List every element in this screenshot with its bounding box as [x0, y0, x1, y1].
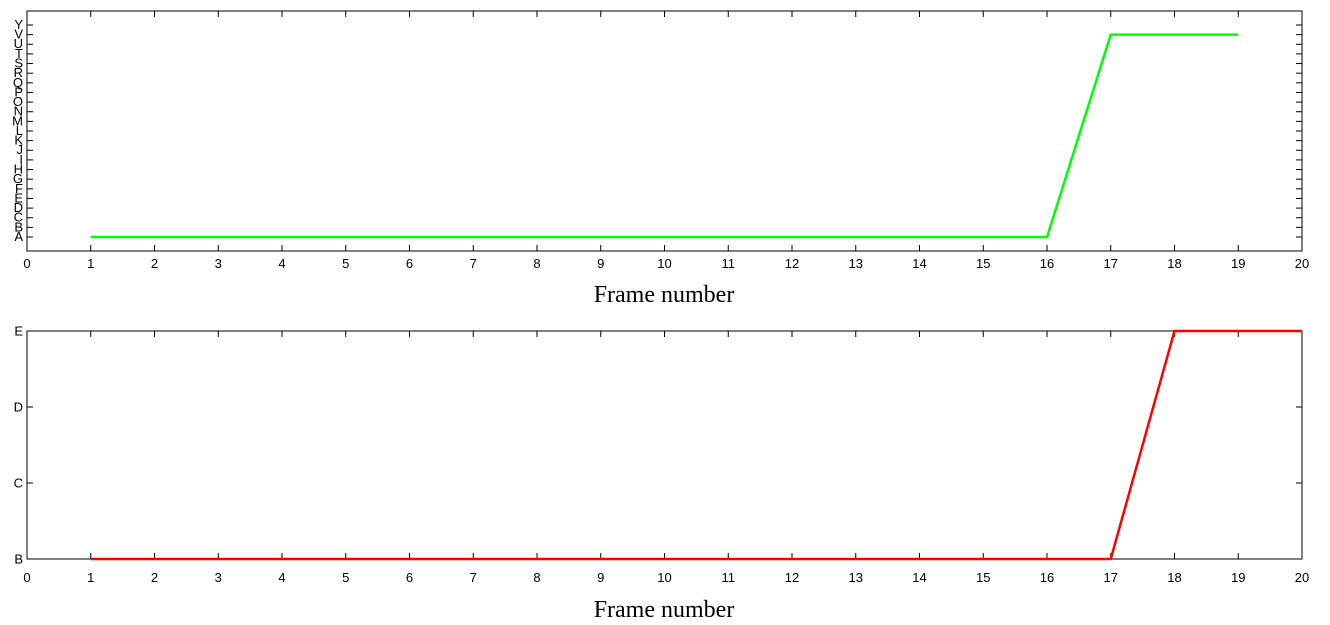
x-tick-label: 1 — [87, 570, 94, 585]
x-tick-label: 17 — [1104, 570, 1118, 585]
x-tick-label: 12 — [785, 570, 799, 585]
y-tick-label: P — [14, 84, 23, 99]
x-tick-label: 0 — [23, 256, 30, 271]
x-tick-label: 13 — [849, 256, 863, 271]
y-tick-label: V — [14, 27, 23, 42]
x-tick-label: 5 — [342, 256, 349, 271]
x-ticks-bottom — [26, 331, 1303, 559]
y-tick-label: Y — [14, 17, 23, 32]
x-tick-label: 8 — [533, 256, 540, 271]
x-tick-label: 16 — [1040, 570, 1054, 585]
y-tick-label: S — [14, 56, 23, 71]
y-tick-label: M — [12, 113, 23, 128]
x-tick-label: 18 — [1167, 256, 1181, 271]
x-tick-label: 1 — [87, 256, 94, 271]
x-tick-label: 10 — [657, 256, 671, 271]
y-tick-label: D — [14, 200, 23, 215]
x-tick-label: 7 — [470, 570, 477, 585]
plot-frame-bottom — [26, 330, 1303, 560]
y-tick-label: Q — [13, 75, 23, 90]
y-tick-label: O — [13, 94, 23, 109]
x-tick-label: 16 — [1040, 256, 1054, 271]
x-tick-label: 9 — [597, 256, 604, 271]
y-tick-label: D — [14, 400, 23, 415]
series-bottom — [90, 329, 1302, 561]
x-tick-label: 17 — [1104, 256, 1118, 271]
x-tick-label: 4 — [278, 256, 285, 271]
x-tick-label: 9 — [597, 570, 604, 585]
y-tick-label: K — [14, 133, 23, 148]
y-tick-label: R — [14, 65, 23, 80]
x-tick-labels-bottom: 0 1 2 3 4 5 6 7 8 9 10 11 12 13 14 15 16 17 18 19 20 — [23, 570, 1309, 585]
x-tick-label: 18 — [1167, 570, 1181, 585]
y-tick-label: H — [14, 162, 23, 177]
plot-frame-top — [26, 10, 1303, 252]
y-tick-label: C — [14, 476, 23, 491]
series-line — [90, 33, 1239, 239]
y-tick-label: B — [14, 552, 23, 567]
x-tick-label: 2 — [151, 256, 158, 271]
y-tick-label: J — [17, 142, 24, 157]
x-tick-label: 10 — [657, 570, 671, 585]
x-tick-label: 20 — [1295, 256, 1309, 271]
y-ticks-bottom — [27, 330, 1302, 560]
x-tick-label: 19 — [1231, 570, 1245, 585]
x-tick-label: 19 — [1231, 256, 1245, 271]
y-tick-label: I — [19, 152, 23, 167]
x-tick-label: 6 — [406, 570, 413, 585]
x-tick-label: 6 — [406, 256, 413, 271]
series-line — [90, 329, 1302, 561]
y-tick-label: E — [14, 324, 23, 339]
x-ticks-top — [26, 11, 1303, 251]
y-tick-label: N — [14, 104, 23, 119]
x-tick-label: 13 — [849, 570, 863, 585]
y-tick-label: A — [14, 229, 23, 244]
x-tick-label: 14 — [912, 570, 926, 585]
x-tick-label: 20 — [1295, 570, 1309, 585]
y-tick-label: U — [14, 36, 23, 51]
series-top — [90, 33, 1239, 239]
y-ticks-top — [27, 24, 1302, 238]
x-tick-label: 3 — [215, 256, 222, 271]
y-tick-label: E — [14, 190, 23, 205]
chart-top: 0 1 2 3 4 5 6 7 8 9 10 11 12 13 14 15 16 17 18 19 20 ABCDEFG… — [12, 10, 1309, 308]
x-tick-label: 11 — [722, 570, 736, 585]
y-tick-label: T — [15, 46, 23, 61]
y-tick-label: C — [14, 210, 23, 225]
x-tick-label: 5 — [342, 570, 349, 585]
x-axis-title-top: Frame number — [594, 282, 735, 308]
x-tick-labels-top: 0 1 2 3 4 5 6 7 8 9 10 11 12 13 14 15 16 17 18 19 20 — [23, 256, 1309, 271]
x-tick-label: 15 — [976, 256, 990, 271]
x-axis-title-bottom: Frame number — [594, 597, 735, 623]
x-tick-label: 15 — [976, 570, 990, 585]
x-tick-label: 8 — [533, 570, 540, 585]
y-tick-label: B — [14, 219, 23, 234]
x-tick-label: 14 — [912, 256, 926, 271]
x-tick-label: 4 — [278, 570, 285, 585]
y-tick-label: F — [15, 181, 23, 196]
y-tick-label: G — [13, 171, 23, 186]
y-tick-label: L — [16, 123, 23, 138]
x-tick-label: 0 — [23, 570, 30, 585]
y-tick-labels-bottom: B C D E — [14, 324, 24, 567]
x-tick-label: 11 — [722, 256, 736, 271]
x-tick-label: 3 — [215, 570, 222, 585]
x-tick-label: 12 — [785, 256, 799, 271]
x-tick-label: 2 — [151, 570, 158, 585]
x-tick-label: 7 — [470, 256, 477, 271]
